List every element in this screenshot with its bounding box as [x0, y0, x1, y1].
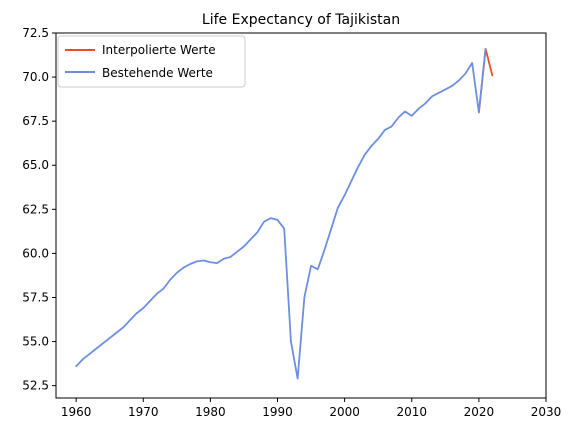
- series-line-existing: [75, 47, 487, 380]
- y-tick-label: 67.5: [22, 114, 49, 128]
- series-layer: [75, 47, 494, 380]
- y-tick-label: 57.5: [22, 290, 49, 304]
- x-tick-label: 2030: [531, 405, 562, 419]
- y-tick-label: 55.0: [22, 335, 49, 349]
- plot-frame: [55, 32, 547, 399]
- legend-label-existing: Bestehende Werte: [102, 66, 213, 80]
- y-tick-label: 52.5: [22, 379, 49, 393]
- chart-title: Life Expectancy of Tajikistan: [202, 12, 400, 28]
- y-tick-label: 62.5: [22, 202, 49, 216]
- legend-box: [57, 35, 246, 88]
- x-tick-label: 2000: [329, 405, 360, 419]
- x-tick-label: 1980: [195, 405, 226, 419]
- y-tick-label: 70.0: [22, 70, 49, 84]
- x-axis: 1960 1970 1980 1990 2000 2010 2020 2030: [61, 398, 561, 419]
- x-tick-label: 1990: [262, 405, 293, 419]
- y-tick-label: 72.5: [22, 26, 49, 40]
- legend: Interpolierte Werte Bestehende Werte: [57, 35, 246, 88]
- y-tick-label: 60.0: [22, 246, 49, 260]
- x-tick-label: 2010: [396, 405, 427, 419]
- y-axis: 52.5 55.0 57.5 60.0 62.5 65.0 67.5 70.0 72.5: [22, 26, 56, 393]
- legend-label-interpolated: Interpolierte Werte: [102, 43, 216, 57]
- x-tick-label: 2020: [464, 405, 495, 419]
- x-tick-label: 1960: [61, 405, 92, 419]
- x-tick-label: 1970: [128, 405, 159, 419]
- y-tick-label: 65.0: [22, 158, 49, 172]
